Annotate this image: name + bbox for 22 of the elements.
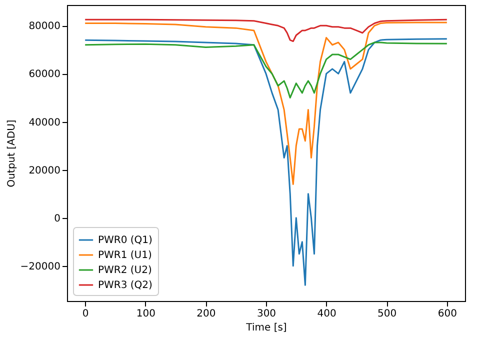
y-tick-label: 80000 [28,21,60,32]
y-tick-label: 60000 [28,69,60,80]
x-axis-title: Time [s] [245,322,287,334]
line-series [84,22,448,185]
x-tick-label: 0 [82,308,89,320]
x-tick-label: 100 [136,308,156,320]
y-tick-label: 0 [54,213,60,224]
x-tick-label: 400 [317,308,336,320]
x-tick-label: 200 [196,308,216,320]
x-tick-label: 600 [438,308,457,320]
legend-label: PWR3 (Q2) [98,280,153,291]
y-axis-title: Output [ADU] [6,120,18,188]
legend-label: PWR1 (U1) [98,250,152,261]
y-tick-label: 40000 [28,117,60,128]
legend-label: PWR0 (Q1) [98,235,153,246]
x-tick-label: 300 [256,308,276,320]
line-series [84,42,448,98]
legend-label: PWR2 (U2) [98,265,152,276]
line-series [84,18,448,42]
x-tick-label: 500 [378,308,397,320]
y-tick-label: −20000 [20,261,60,272]
y-tick-label: 20000 [28,165,60,176]
